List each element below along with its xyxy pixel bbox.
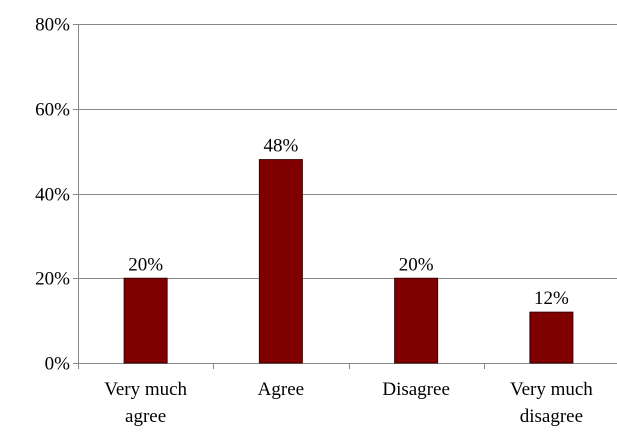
x-tick-label-line: disagree — [520, 406, 583, 427]
data-label-4: 12% — [534, 288, 569, 309]
y-tick-label: 80% — [35, 15, 70, 36]
x-tick-label-1: Very much agree — [104, 379, 187, 427]
x-tick-label-4: Very much disagree — [510, 379, 593, 427]
gridlines — [78, 24, 617, 279]
bar-1 — [123, 277, 168, 364]
tick-labels: 0% 20% 40% 60% 80% Very much agree Agree Disagre… — [35, 15, 593, 428]
x-tick-label-line: Very much — [510, 379, 593, 400]
data-label-1: 20% — [128, 254, 163, 275]
bar-2 — [258, 159, 303, 364]
axes — [73, 24, 617, 369]
x-tick-label-2: Agree — [258, 379, 304, 400]
y-tick-label: 0% — [45, 354, 71, 375]
data-labels: 20% 48% 20% 12% — [128, 136, 569, 310]
x-tick-label-line: Very much — [104, 379, 187, 400]
y-tick-label: 20% — [35, 269, 70, 290]
x-tick-label-line: Agree — [258, 379, 304, 400]
bar-4 — [529, 311, 574, 364]
y-tick-label: 40% — [35, 185, 70, 206]
y-tick-label: 60% — [35, 100, 70, 121]
x-tick-label-line: Disagree — [382, 379, 450, 400]
data-label-2: 48% — [263, 136, 298, 157]
x-tick-label-line: agree — [125, 406, 166, 427]
data-label-3: 20% — [399, 254, 434, 275]
x-tick-label-3: Disagree — [382, 379, 450, 400]
bar-3 — [394, 277, 439, 364]
bars — [123, 159, 574, 364]
